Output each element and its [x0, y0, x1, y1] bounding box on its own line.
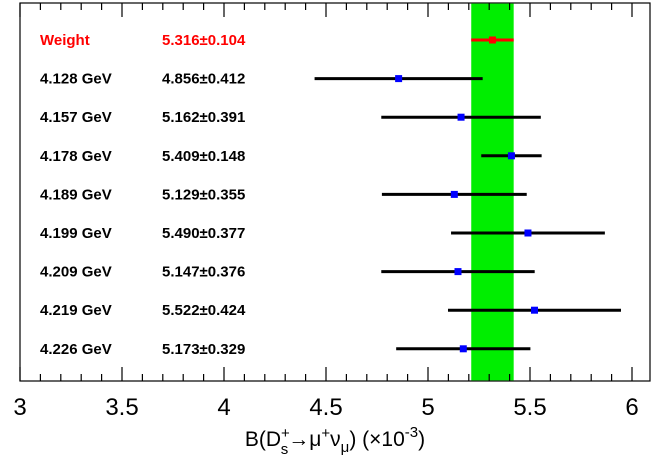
row-value-label: 5.522±0.424 — [162, 302, 246, 319]
row-label: 4.199 GeV — [40, 225, 112, 242]
row-value-label: 5.409±0.148 — [162, 148, 245, 165]
x-tick-label: 4 — [217, 394, 230, 421]
rows: Weight 5.316±0.104 4.128 GeV 4.856±0.412 4.1… — [40, 32, 621, 358]
data-point — [530, 306, 538, 314]
row-value-label: 5.490±0.377 — [162, 225, 245, 242]
row-value-label: 5.173±0.329 — [162, 341, 245, 358]
row-label: 4.157 GeV — [40, 109, 112, 126]
x-tick-label: 5 — [421, 394, 434, 421]
weighted-average-band — [471, 3, 514, 381]
x-tick-label: 3 — [13, 394, 26, 421]
row-label: 4.209 GeV — [40, 264, 112, 281]
xlabel-sup3: -3 — [405, 424, 418, 441]
row-value-label: 5.147±0.376 — [162, 264, 245, 281]
xlabel-nu: ν — [330, 428, 341, 451]
data-point — [524, 229, 532, 237]
xlabel-prefix: B(D — [245, 428, 281, 451]
row-label: Weight — [40, 32, 90, 49]
row-value-label: 5.162±0.391 — [162, 109, 245, 126]
row-label: 4.128 GeV — [40, 71, 112, 88]
xlabel-end: ) — [418, 428, 425, 451]
xlabel-sup2: + — [321, 425, 330, 442]
row-label: 4.226 GeV — [40, 341, 112, 358]
xlabel-sub1: s — [281, 441, 289, 458]
x-axis-ticks: 3 3.5 4 4.5 5 5.5 6 — [13, 3, 639, 421]
data-point — [488, 36, 496, 44]
data-point — [450, 190, 458, 198]
row-value-label: 5.129±0.355 — [162, 186, 245, 203]
x-tick-label: 3.5 — [105, 394, 138, 421]
xlabel-sub2: μ — [341, 439, 350, 456]
data-point — [454, 268, 462, 276]
data-point — [395, 75, 403, 83]
x-tick-label: 6 — [625, 394, 638, 421]
x-axis-title: B(D+ s→μ+νμ) (×10-3) — [245, 424, 425, 458]
row-label: 4.219 GeV — [40, 302, 112, 319]
row-label: 4.178 GeV — [40, 148, 112, 165]
xlabel-arrow: →μ — [288, 428, 321, 451]
row-value-label: 4.856±0.412 — [162, 71, 245, 88]
row-label: 4.189 GeV — [40, 186, 112, 203]
data-point — [459, 345, 467, 353]
x-tick-label: 4.5 — [309, 394, 342, 421]
xlabel-sup1: + — [281, 425, 290, 442]
data-point — [457, 113, 465, 121]
plot-frame — [19, 2, 651, 382]
row-value-label: 5.316±0.104 — [162, 32, 246, 49]
data-point — [507, 152, 515, 160]
xlabel-suffix: ) (×10 — [349, 428, 404, 451]
x-tick-label: 5.5 — [513, 394, 546, 421]
